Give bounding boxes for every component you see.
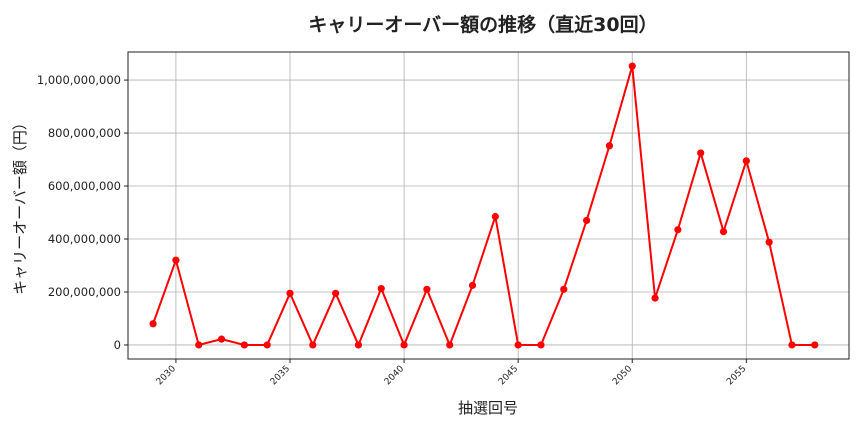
y-tick-label: 600,000,000 bbox=[48, 179, 121, 193]
data-point bbox=[605, 142, 614, 150]
series-line bbox=[152, 65, 815, 346]
data-point bbox=[788, 341, 796, 349]
x-tick-label: 2040 bbox=[383, 364, 406, 387]
data-point bbox=[811, 341, 819, 349]
y-tick-label: 200,000,000 bbox=[48, 285, 121, 299]
y-tick-label: 400,000,000 bbox=[48, 232, 121, 246]
data-point bbox=[263, 341, 271, 349]
data-point bbox=[583, 216, 591, 225]
data-point bbox=[377, 284, 385, 293]
data-point bbox=[354, 341, 363, 349]
y-tick-label: 0 bbox=[114, 338, 121, 352]
data-point bbox=[560, 285, 568, 293]
y-tick-label: 800,000,000 bbox=[48, 126, 121, 140]
data-point bbox=[674, 226, 682, 234]
x-tick-label: 2030 bbox=[155, 364, 178, 387]
data-point bbox=[309, 341, 317, 349]
data-point bbox=[491, 212, 499, 221]
chart-title: キャリーオーバー額の推移（直近30回） bbox=[308, 13, 657, 36]
data-point bbox=[423, 285, 431, 293]
series bbox=[149, 62, 819, 349]
data-point bbox=[172, 256, 180, 264]
y-axis: 0 200,000,000 400,000,000 600,000,000 800,00… bbox=[37, 73, 128, 352]
data-point bbox=[240, 341, 248, 349]
y-tick-label: 1,000,000,000 bbox=[37, 73, 121, 87]
data-point bbox=[468, 281, 477, 289]
x-axis: 2030 2035 2040 2045 2050 2055 bbox=[155, 359, 748, 387]
data-point bbox=[446, 341, 454, 349]
x-tick-label: 2050 bbox=[611, 364, 634, 387]
data-point bbox=[537, 341, 545, 349]
x-tick-label: 2045 bbox=[497, 364, 520, 387]
data-point bbox=[742, 157, 750, 165]
data-point bbox=[400, 341, 408, 349]
x-axis-label: 抽選回号 bbox=[458, 399, 518, 417]
grid bbox=[128, 52, 849, 359]
y-axis-label: キャリーオーバー額（円） bbox=[11, 115, 29, 295]
data-point bbox=[697, 149, 705, 157]
x-tick-label: 2035 bbox=[269, 364, 292, 387]
data-point bbox=[149, 320, 157, 328]
data-point bbox=[765, 238, 773, 246]
data-point bbox=[651, 294, 659, 302]
data-point bbox=[628, 62, 636, 70]
x-tick-label: 2055 bbox=[725, 364, 748, 387]
data-point bbox=[286, 289, 294, 297]
plot-frame bbox=[127, 51, 850, 360]
data-point bbox=[217, 335, 226, 343]
data-point bbox=[332, 289, 340, 297]
data-point bbox=[514, 341, 522, 349]
data-point bbox=[719, 227, 728, 236]
data-point bbox=[195, 341, 203, 349]
